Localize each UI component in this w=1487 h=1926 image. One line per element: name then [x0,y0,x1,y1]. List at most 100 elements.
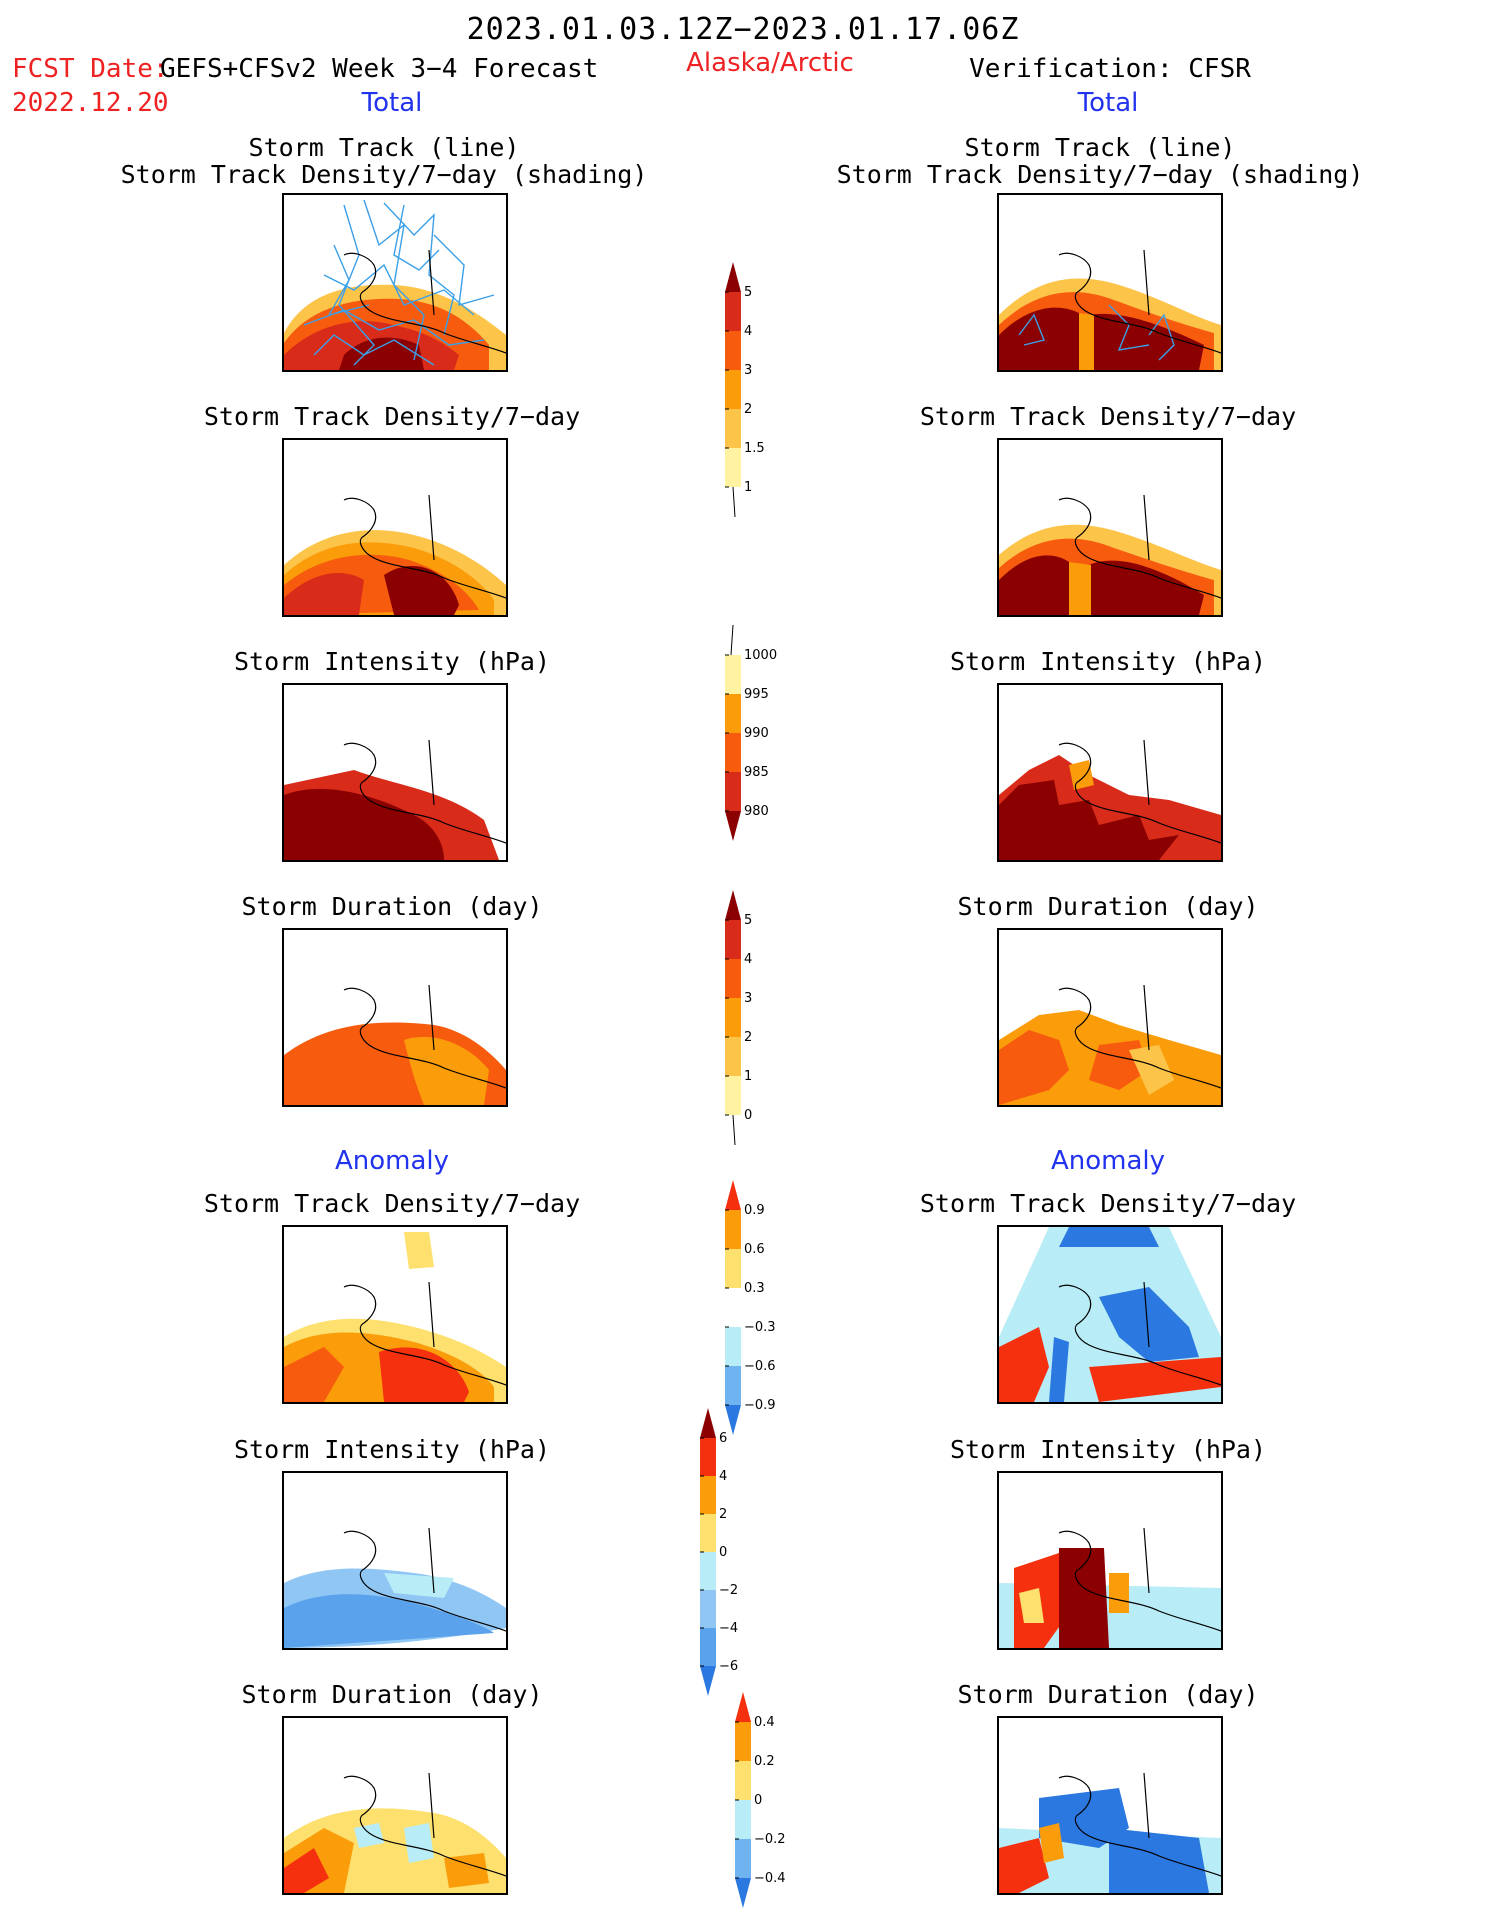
colorbar-label: 1 [744,480,752,495]
panel-title-intensity-right: Storm Intensity (hPa) [949,647,1267,676]
verification-label: Verification: CFSR [969,54,1251,84]
colorbar-arrow-bottom [735,1878,751,1908]
colorbar-arrow-top [700,1408,716,1438]
colorbar-label: 980 [744,804,769,819]
section-total-right: Total [1077,88,1139,118]
main-title: 2023.01.03.12Z−2023.01.17.06Z [466,12,1020,47]
map-intensity-forecast [282,683,508,862]
coastline [343,739,506,844]
map-anom-intensity-forecast [282,1471,508,1650]
section-anomaly-left: Anomaly [334,1146,450,1176]
colorbar-label: 2 [719,1507,727,1522]
colorbar-label: 5 [744,913,752,928]
fcst-date: 2022.12.20 [12,88,169,118]
region-label: Alaska/Arctic [686,48,854,78]
colorbar-intensity-total: 1000 995 990 985 980 [725,624,777,889]
colorbar-tail [732,1114,736,1146]
colorbar-segment [725,409,741,448]
colorbar-label: 6 [719,1431,727,1446]
colorbar-label: 1.5 [744,441,765,456]
colorbar-segment [725,370,741,409]
colorbar-label: −0.9 [744,1398,776,1413]
colorbar-arrow-bottom [725,1405,741,1435]
colorbar-label: 2 [744,1030,752,1045]
colorbar-segment [700,1514,716,1552]
map-duration-verification [997,928,1223,1107]
fcst-date-label: FCST Date: [12,54,169,84]
colorbar-arrow-bottom [700,1666,716,1696]
panel-title-duration-right: Storm Duration (day) [957,892,1259,921]
colorbar-segment [725,1076,741,1115]
map-duration-forecast [282,928,508,1107]
colorbar-label: 1 [744,1069,752,1084]
panel-title-anom-intensity-left: Storm Intensity (hPa) [233,1435,551,1464]
colorbar-segment [725,694,741,733]
map-density-forecast [282,438,508,617]
panel-title-anom-duration-left: Storm Duration (day) [241,1680,543,1709]
panel-title-duration-left: Storm Duration (day) [241,892,543,921]
colorbar-label: 4 [744,952,752,967]
colorbar-label: −0.6 [744,1359,776,1374]
colorbar-duration-anom: 0.4 0.2 0 −0.2 −0.4 [735,1692,786,1926]
colorbar-segment [735,1800,751,1839]
colorbar-tail [730,624,734,656]
colorbar-segment [700,1552,716,1590]
map-fill [284,284,506,370]
colorbar-segment [725,1249,741,1288]
panel-title-density-right: Storm Track Density/7−day [919,402,1297,431]
colorbar-segment [725,959,741,998]
map-track-verification [997,193,1223,372]
colorbar-segment [725,1366,741,1405]
colorbar-arrow-top [725,1180,741,1210]
colorbar-label: 985 [744,765,769,780]
colorbar-label: 0.9 [744,1203,765,1218]
colorbar-segment [725,331,741,370]
colorbar-label: 990 [744,726,769,741]
colorbar-label: 0 [754,1793,762,1808]
colorbar-segment [725,448,741,487]
colorbar-segment [700,1438,716,1476]
coastline [343,1527,506,1632]
colorbar-label: 0.2 [754,1754,775,1769]
colorbar-segment [700,1590,716,1628]
storm-track-lines [1018,304,1175,361]
panel-title-anom-density-right: Storm Track Density/7−day [919,1189,1297,1218]
colorbar-segment [735,1722,751,1761]
colorbar-label: −0.2 [754,1832,786,1847]
colorbar-label: −4 [719,1621,738,1636]
coastline [1058,739,1221,844]
map-anom-duration-verification [997,1716,1223,1895]
panel-title-anom-density-left: Storm Track Density/7−day [203,1189,581,1218]
colorbar-label: 3 [744,363,752,378]
panel-title-intensity-left: Storm Intensity (hPa) [233,647,551,676]
map-anom-duration-forecast [282,1716,508,1895]
colorbar-duration-total: 5 4 3 2 1 0 [725,890,765,1174]
coastline [343,249,506,354]
colorbar-arrow-top [735,1692,751,1722]
panel-title-anom-intensity-right: Storm Intensity (hPa) [949,1435,1267,1464]
colorbar-label: 4 [744,324,752,339]
colorbar-segment [725,655,741,694]
section-total-left: Total [361,88,423,118]
colorbar-segment [725,1288,741,1327]
panel-title-track-left: Storm Track (line) Storm Track Density/7−… [120,133,648,189]
colorbar-arrow-bottom [725,811,741,841]
coastline [343,1281,506,1386]
map-track-forecast [282,193,508,372]
colorbar-label: 2 [744,402,752,417]
map-anom-density-forecast [282,1225,508,1404]
colorbar-label: 0.3 [744,1281,765,1296]
colorbar-intensity-anom: 6 4 2 0 −2 −4 −6 [700,1408,740,1732]
colorbar-segment [735,1839,751,1878]
colorbar-label: −2 [719,1583,738,1598]
map-intensity-verification [997,683,1223,862]
coastline [343,494,506,599]
colorbar-label: 0.6 [744,1242,765,1257]
colorbar-label: 1000 [744,648,777,663]
colorbar-label: −0.4 [754,1871,786,1886]
storm-track-lines [303,199,495,366]
colorbar-density-total: 5 4 3 2 1.5 1 [725,262,765,546]
coastline [343,1772,506,1877]
colorbar-arrow-top [725,262,741,292]
coastline [1058,984,1221,1089]
